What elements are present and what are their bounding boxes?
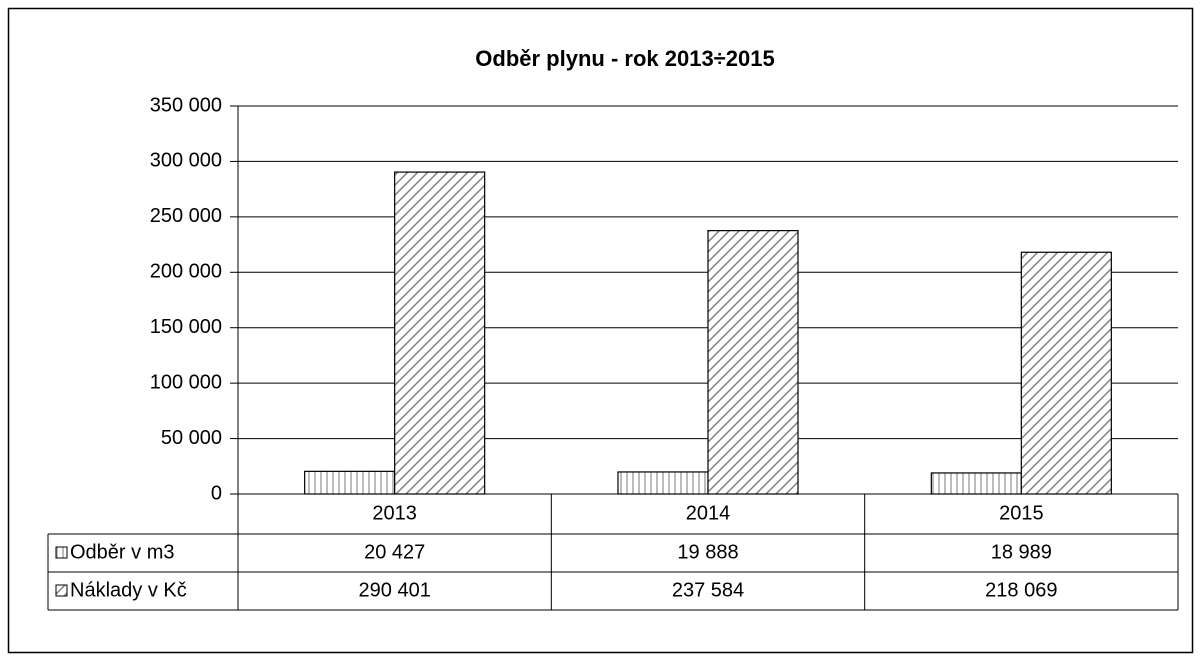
legend-key <box>55 546 68 559</box>
x-tick-label: 2013 <box>372 502 417 524</box>
bar <box>930 472 1022 495</box>
data-label: 20 427 <box>364 541 425 563</box>
legend-key <box>55 584 68 597</box>
data-label: 237 584 <box>672 579 744 601</box>
data-label: 18 989 <box>991 541 1052 563</box>
data-label: 218 069 <box>985 579 1057 601</box>
legend-label: Odběr v m3 <box>70 541 174 563</box>
data-label: 19 888 <box>677 541 738 563</box>
x-tick-label: 2015 <box>999 502 1044 524</box>
y-tick-label: 350 000 <box>150 94 222 116</box>
y-tick-label: 150 000 <box>150 316 222 338</box>
y-tick-label: 50 000 <box>161 427 222 449</box>
x-tick-label: 2014 <box>686 502 731 524</box>
bar <box>1020 251 1112 495</box>
bar <box>617 471 709 495</box>
y-tick-label: 250 000 <box>150 205 222 227</box>
y-tick-label: 300 000 <box>150 150 222 172</box>
data-label: 290 401 <box>359 579 431 601</box>
chart-title: Odběr plynu - rok 2013÷2015 <box>475 46 774 71</box>
bar <box>304 470 396 495</box>
bar <box>394 171 486 495</box>
y-tick-label: 200 000 <box>150 261 222 283</box>
chart-border <box>7 7 1194 654</box>
y-tick-label: 100 000 <box>150 371 222 393</box>
bar <box>707 230 799 495</box>
y-tick-label: 0 <box>211 482 222 504</box>
legend-label: Náklady v Kč <box>70 579 187 601</box>
